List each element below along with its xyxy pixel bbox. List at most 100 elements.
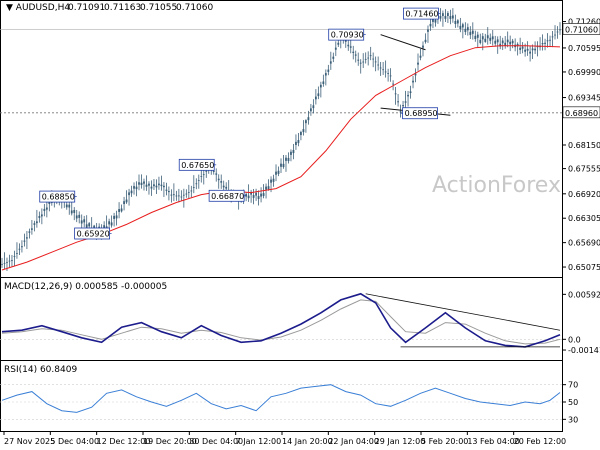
x-tick-label: 7 Jan 12:00 (236, 437, 282, 446)
candle-body (18, 248, 21, 250)
candle-body (349, 46, 352, 48)
candle-body (250, 191, 253, 195)
candle-body (417, 62, 419, 65)
candle-body (447, 13, 449, 16)
candle-body (75, 215, 78, 219)
candle-body (319, 84, 322, 88)
candle-body (143, 181, 145, 184)
level-price-box (562, 106, 600, 119)
rsi-tick-label: 50 (568, 398, 578, 407)
price-tick-label: 0.69990 (568, 68, 600, 77)
candle-body (290, 151, 292, 155)
candle-body (33, 223, 36, 225)
candle-body (265, 186, 267, 190)
candle-body (30, 228, 33, 230)
candle-body (354, 54, 357, 56)
candle-body (35, 221, 38, 224)
ohlc-close: 0.71060 (176, 3, 213, 13)
candle-body (78, 214, 81, 218)
candle-body (412, 80, 414, 83)
candle-body (108, 221, 111, 225)
candle-body (275, 171, 277, 175)
candle-body (13, 255, 16, 257)
candle-body (172, 194, 175, 196)
candle-body (155, 185, 158, 188)
price-tick-label: 0.70595 (568, 44, 600, 53)
candle-body (506, 39, 509, 43)
candle-body (85, 224, 88, 228)
current-price-label: 0.71060 (565, 25, 598, 34)
candle-body (494, 40, 497, 44)
candle-body (479, 39, 482, 43)
current-price-box (562, 23, 600, 35)
candle-body (16, 253, 18, 254)
candle-body (521, 46, 524, 49)
candle-body (464, 28, 467, 33)
callout-box (39, 190, 76, 203)
price-tick-label: 0.66920 (568, 190, 600, 199)
candle-body (160, 184, 163, 187)
callout-label: 0.68850 (42, 193, 75, 202)
candle-body (456, 20, 459, 24)
callout-label: 0.70930 (331, 31, 364, 40)
candle-body (352, 51, 355, 53)
price-tick-label: 0.66305 (568, 214, 600, 223)
callout-label: 0.71460 (405, 10, 438, 19)
watermark: ActionForex (432, 173, 561, 198)
candle-body (409, 91, 412, 94)
candle-body (372, 58, 375, 60)
callout-box (208, 189, 245, 202)
candle-body (257, 196, 260, 199)
callout-box (403, 7, 439, 20)
candle-body (305, 120, 307, 124)
candle-body (182, 194, 185, 196)
candle-body (484, 38, 487, 42)
candle-body (424, 39, 427, 43)
candle-body (509, 41, 512, 45)
candle-body (404, 101, 407, 103)
candle-body (110, 222, 113, 226)
macd-signal-line (1, 299, 561, 345)
candle-body (357, 59, 360, 61)
rsi-tick-label: 30 (568, 415, 578, 424)
candle-body (556, 31, 559, 33)
candle-body (379, 67, 382, 69)
level-price-label: 0.68960 (565, 109, 598, 118)
candle-body (559, 29, 561, 31)
candle-body (402, 105, 404, 107)
candle-body (40, 214, 43, 217)
candle-body (6, 262, 8, 263)
candle-body (285, 157, 287, 161)
x-tick-label: 27 Nov 2025 (4, 437, 55, 446)
candle-body (534, 48, 536, 51)
candle-body (471, 30, 474, 34)
candle-body (364, 58, 367, 60)
candle-body (489, 37, 492, 41)
ohlc-high: 0.71163 (104, 3, 141, 13)
rsi-series: 70 50 30 (0, 381, 578, 424)
price-tick-label: 0.69345 (568, 94, 600, 103)
candle-body (192, 187, 195, 188)
candle-body (526, 48, 529, 51)
symbol-label: ▼ AUDUSD,H4 (6, 3, 70, 13)
candle-body (11, 260, 13, 261)
candle-body (138, 182, 140, 185)
candle-body (165, 189, 168, 191)
candle-body (387, 73, 390, 74)
candle-body (496, 39, 499, 43)
candle-body (200, 176, 203, 177)
candle-body (439, 15, 442, 19)
callout-box (178, 158, 215, 171)
price-callouts: 0.68850 0.65920 0.67650 0.66870 0.70930 0.689… (39, 7, 441, 240)
candle-body (28, 231, 31, 233)
candle-body (272, 178, 275, 182)
callout-label: 0.66870 (211, 192, 244, 201)
x-tick-label: 20 Feb 12:00 (514, 437, 566, 446)
candle-body (163, 185, 165, 188)
ohlc-open: 0.71091 (68, 3, 105, 13)
candle-body (491, 36, 494, 40)
candle-body (322, 81, 325, 84)
candle-body (432, 19, 434, 22)
candle-body (145, 184, 148, 187)
